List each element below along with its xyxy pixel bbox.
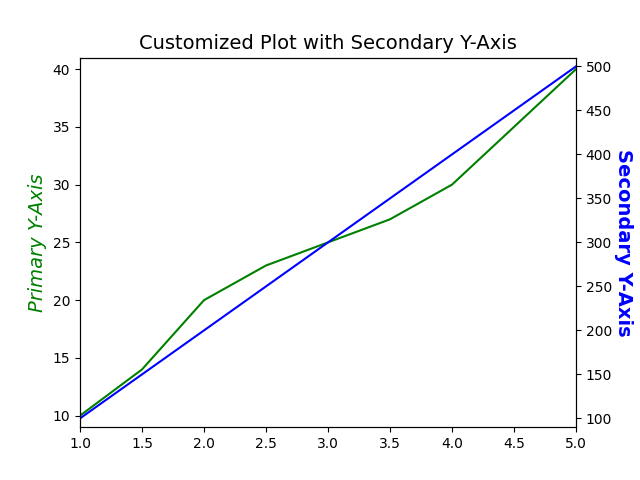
Title: Customized Plot with Secondary Y-Axis: Customized Plot with Secondary Y-Axis [139,34,517,53]
Y-axis label: Primary Y-Axis: Primary Y-Axis [28,173,47,312]
Y-axis label: Secondary Y-Axis: Secondary Y-Axis [614,149,633,336]
